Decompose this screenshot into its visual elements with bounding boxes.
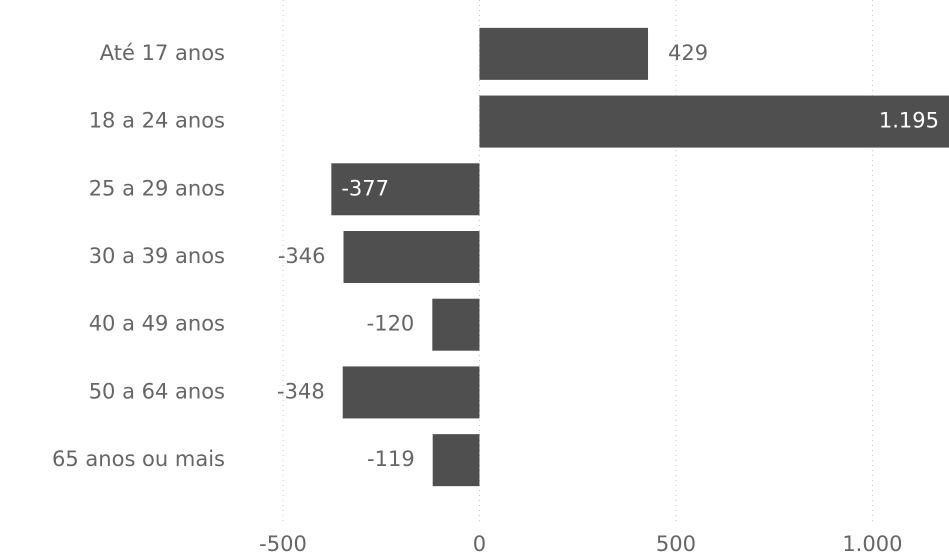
- x-tick-label: 0: [473, 532, 486, 556]
- value-label: -119: [367, 447, 415, 471]
- category-label: 18 a 24 anos: [89, 109, 225, 133]
- category-label: Até 17 anos: [100, 41, 225, 65]
- bar: [479, 95, 949, 148]
- bar: [331, 163, 480, 216]
- x-tick-label: 1.000: [842, 532, 902, 556]
- x-tick-label: -500: [259, 532, 307, 556]
- value-label: 429: [668, 41, 708, 65]
- category-label: 40 a 49 anos: [89, 312, 225, 336]
- value-label: 1.195: [879, 109, 939, 133]
- value-label: -346: [278, 244, 326, 268]
- bar: [432, 298, 480, 351]
- category-label: 25 a 29 anos: [89, 176, 225, 200]
- bar: [432, 434, 480, 487]
- category-label: 65 anos ou mais: [52, 447, 225, 471]
- value-label: -377: [341, 176, 389, 200]
- bar: [343, 231, 480, 283]
- bar: [342, 366, 480, 419]
- bar: [479, 27, 649, 80]
- x-tick-label: 500: [656, 532, 696, 556]
- value-label: -120: [367, 312, 415, 336]
- category-label: 50 a 64 anos: [89, 379, 225, 403]
- category-label: 30 a 39 anos: [89, 244, 225, 268]
- value-label: -348: [277, 379, 325, 403]
